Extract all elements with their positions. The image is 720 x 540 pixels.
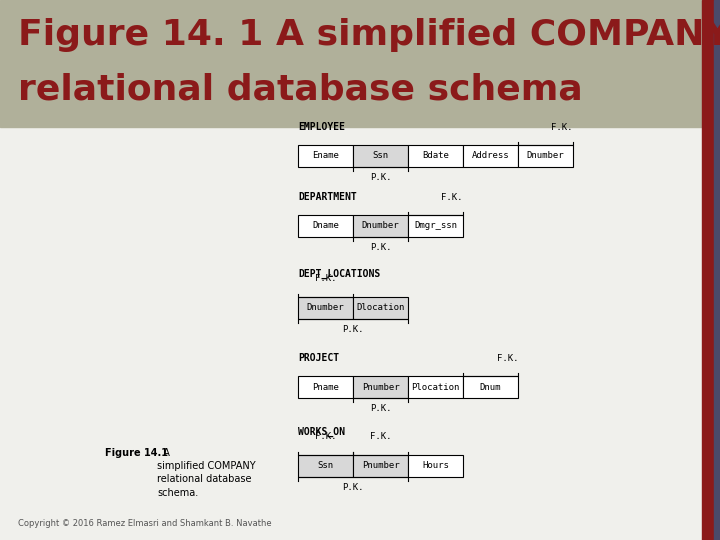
- FancyBboxPatch shape: [408, 145, 463, 167]
- Text: Dnum: Dnum: [480, 382, 501, 392]
- Text: P.K.: P.K.: [342, 325, 364, 334]
- Text: EMPLOYEE: EMPLOYEE: [298, 122, 345, 132]
- Text: P.K.: P.K.: [370, 243, 391, 252]
- Text: Figure 14. 1 A simplified COMPANY: Figure 14. 1 A simplified COMPANY: [18, 18, 720, 52]
- Text: Dmgr_ssn: Dmgr_ssn: [414, 221, 457, 231]
- Text: P.K.: P.K.: [370, 404, 391, 413]
- FancyBboxPatch shape: [463, 376, 518, 398]
- Text: F.K.: F.K.: [441, 193, 463, 202]
- Text: A
simplified COMPANY
relational database
schema.: A simplified COMPANY relational database…: [157, 448, 256, 497]
- Text: Bdate: Bdate: [422, 152, 449, 160]
- Text: DEPT_LOCATIONS: DEPT_LOCATIONS: [298, 269, 380, 279]
- Text: Pnumber: Pnumber: [361, 462, 400, 470]
- Text: Figure 14.1: Figure 14.1: [105, 448, 168, 458]
- Text: Dname: Dname: [312, 221, 339, 231]
- Text: PROJECT: PROJECT: [298, 353, 339, 363]
- Text: F.K.: F.K.: [315, 274, 336, 283]
- Text: Dnumber: Dnumber: [307, 303, 344, 313]
- Text: WORKS_ON: WORKS_ON: [298, 427, 345, 437]
- Text: Ssn: Ssn: [372, 152, 389, 160]
- FancyBboxPatch shape: [298, 215, 353, 237]
- Text: Ssn: Ssn: [318, 462, 333, 470]
- Text: DEPARTMENT: DEPARTMENT: [298, 192, 356, 202]
- Text: Address: Address: [472, 152, 509, 160]
- FancyBboxPatch shape: [518, 145, 573, 167]
- Text: Dnumber: Dnumber: [527, 152, 564, 160]
- FancyBboxPatch shape: [298, 145, 353, 167]
- Text: P.K.: P.K.: [370, 173, 391, 182]
- Text: F.K.: F.K.: [497, 354, 518, 363]
- FancyBboxPatch shape: [353, 455, 408, 477]
- FancyBboxPatch shape: [353, 215, 408, 237]
- Text: Pname: Pname: [312, 382, 339, 392]
- Text: F.K.: F.K.: [315, 432, 336, 441]
- Text: Ename: Ename: [312, 152, 339, 160]
- Text: Pnumber: Pnumber: [361, 382, 400, 392]
- Text: P.K.: P.K.: [342, 483, 364, 492]
- Text: relational database schema: relational database schema: [18, 72, 582, 106]
- FancyBboxPatch shape: [408, 215, 463, 237]
- FancyBboxPatch shape: [408, 455, 463, 477]
- Text: Dlocation: Dlocation: [356, 303, 405, 313]
- Text: Dnumber: Dnumber: [361, 221, 400, 231]
- FancyBboxPatch shape: [408, 376, 463, 398]
- FancyBboxPatch shape: [298, 297, 353, 319]
- FancyBboxPatch shape: [353, 145, 408, 167]
- FancyBboxPatch shape: [298, 455, 353, 477]
- FancyBboxPatch shape: [353, 297, 408, 319]
- Text: F.K.: F.K.: [552, 123, 573, 132]
- Text: Plocation: Plocation: [411, 382, 459, 392]
- FancyBboxPatch shape: [353, 376, 408, 398]
- Text: F.K.: F.K.: [370, 432, 391, 441]
- Text: Hours: Hours: [422, 462, 449, 470]
- FancyBboxPatch shape: [463, 145, 518, 167]
- Text: Copyright © 2016 Ramez Elmasri and Shamkant B. Navathe: Copyright © 2016 Ramez Elmasri and Shamk…: [18, 519, 271, 528]
- FancyBboxPatch shape: [298, 376, 353, 398]
